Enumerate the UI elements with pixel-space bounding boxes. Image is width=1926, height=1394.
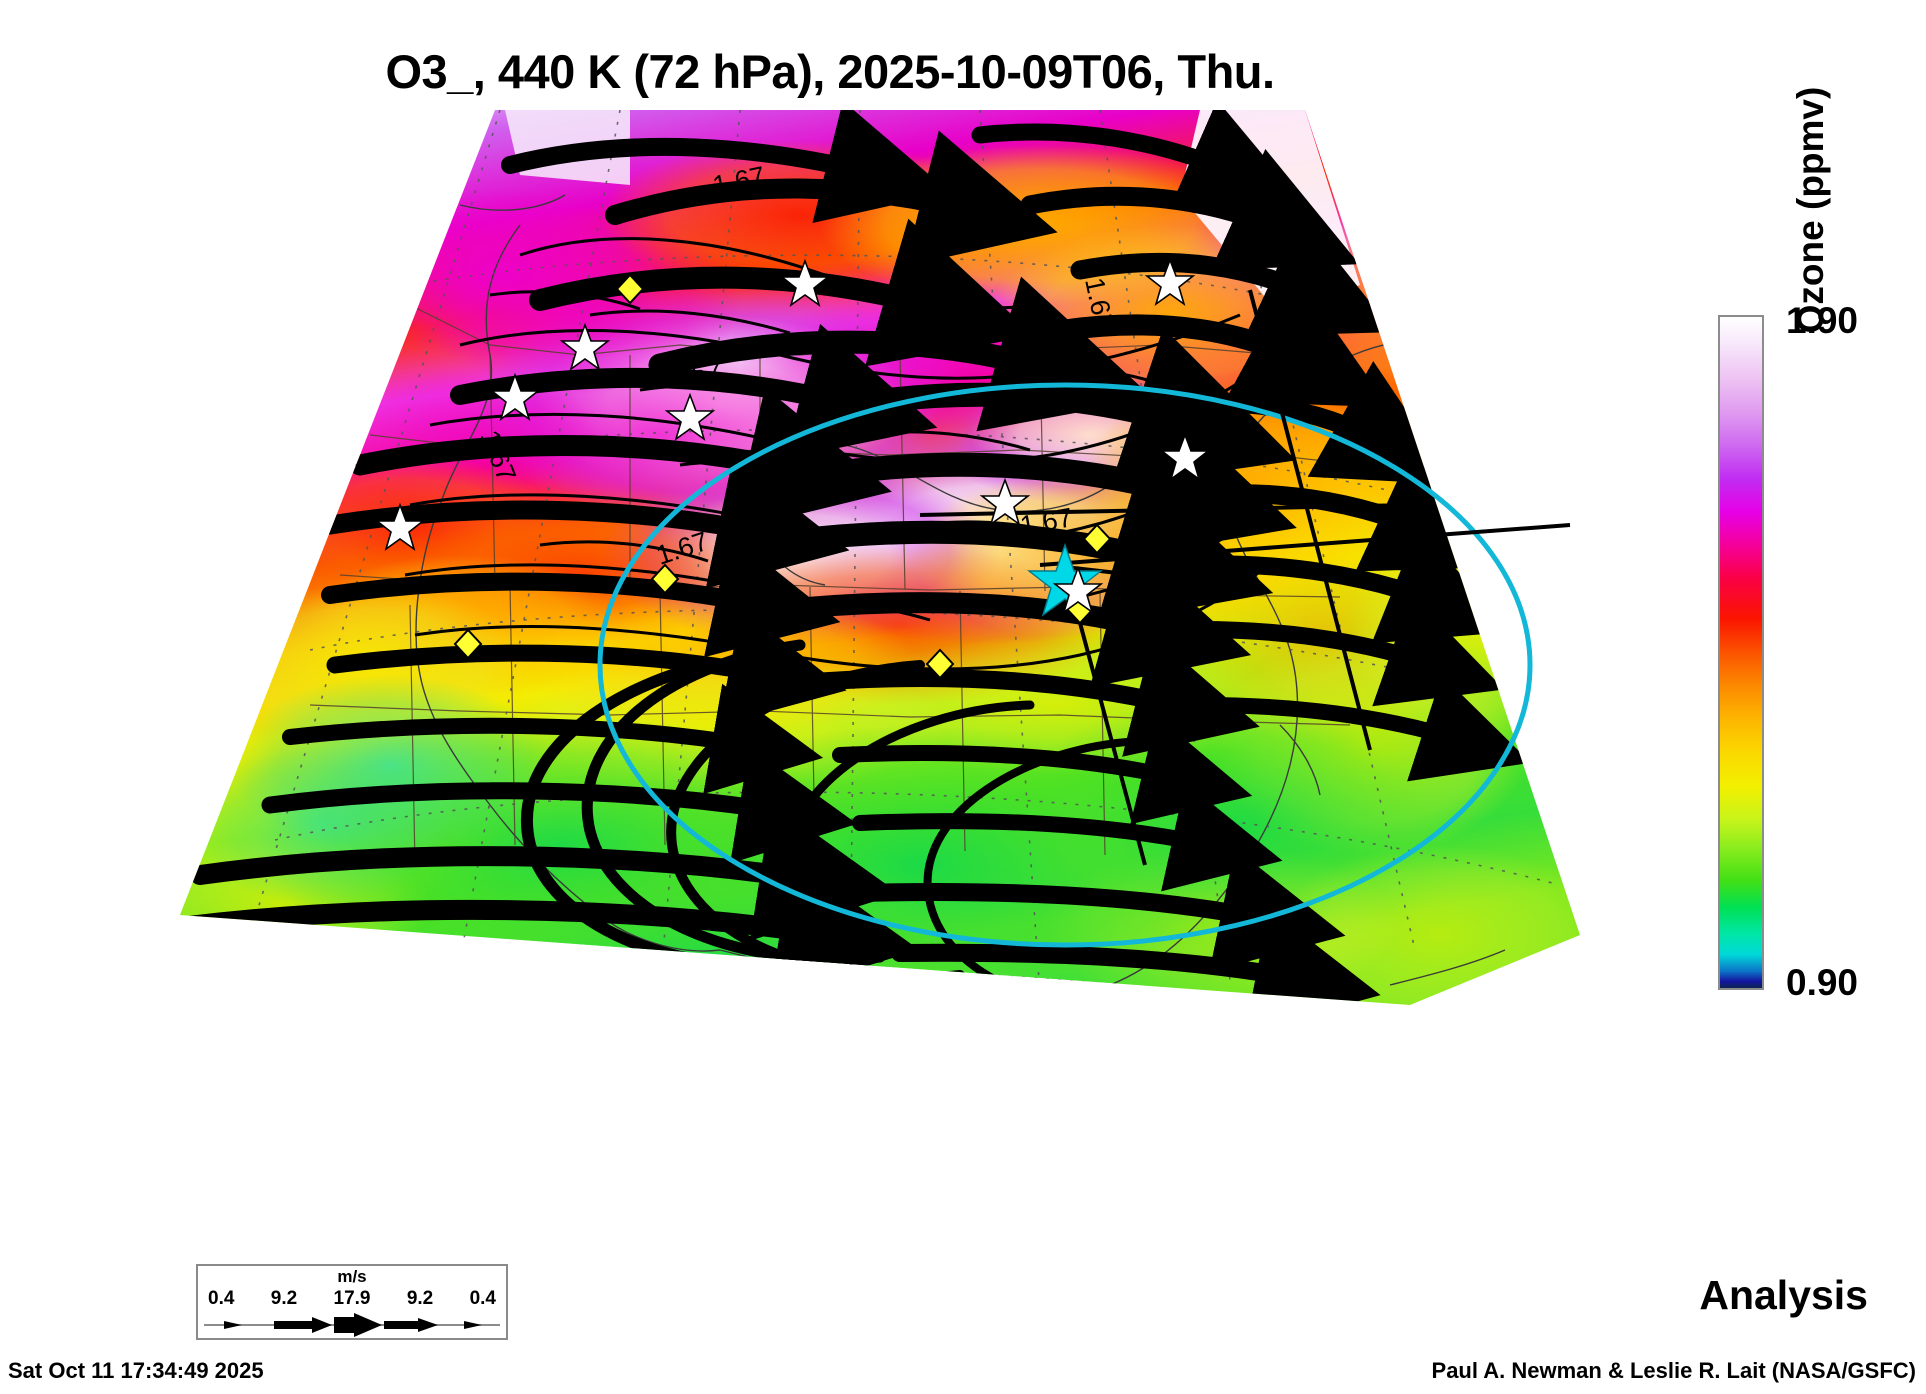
wind-arrow-scale bbox=[204, 1313, 500, 1337]
colorbar-min-label: 0.90 bbox=[1786, 962, 1859, 1003]
colorbar-gradient bbox=[1720, 317, 1762, 988]
wind-tick-3: 9.2 bbox=[406, 1288, 434, 1309]
colorbar-axis-label: Ozone (ppmv) bbox=[1790, 86, 1831, 334]
colorbar bbox=[1718, 315, 1764, 990]
page-title: O3_, 440 K (72 hPa), 2025-10-09T06, Thu. bbox=[385, 45, 1275, 98]
wind-units-label: m/s bbox=[337, 1267, 367, 1286]
wind-tick-2: 17.9 bbox=[333, 1288, 371, 1309]
wind-tick-4: 0.4 bbox=[469, 1288, 496, 1309]
render-timestamp: Sat Oct 11 17:34:49 2025 bbox=[8, 1358, 264, 1383]
wind-tick-0: 0.4 bbox=[208, 1288, 235, 1309]
wind-tick-1: 9.2 bbox=[270, 1288, 298, 1309]
author-credit: Paul A. Newman & Leslie R. Lait (NASA/GS… bbox=[1431, 1358, 1916, 1383]
aircraft-base-marker[interactable] bbox=[1026, 542, 1104, 617]
station-markers[interactable] bbox=[374, 257, 1211, 680]
colorbar-max-label: 1.90 bbox=[1786, 300, 1859, 341]
ozone-map[interactable]: 1.67 1.67 1.67 1.67 1.67 1.67 1.67 bbox=[160, 105, 1580, 1065]
wind-tick-labels: 0.4 9.2 17.9 9.2 0.4 bbox=[198, 1288, 506, 1310]
analysis-mode-label: Analysis bbox=[1699, 1272, 1868, 1318]
wind-speed-legend: m/s 0.4 9.2 17.9 9.2 0.4 bbox=[196, 1264, 508, 1340]
station-marker-star bbox=[374, 257, 1211, 614]
map-panel[interactable]: 1.67 1.67 1.67 1.67 1.67 1.67 1.67 bbox=[160, 105, 1580, 1065]
flight-range-ring bbox=[597, 382, 1533, 948]
